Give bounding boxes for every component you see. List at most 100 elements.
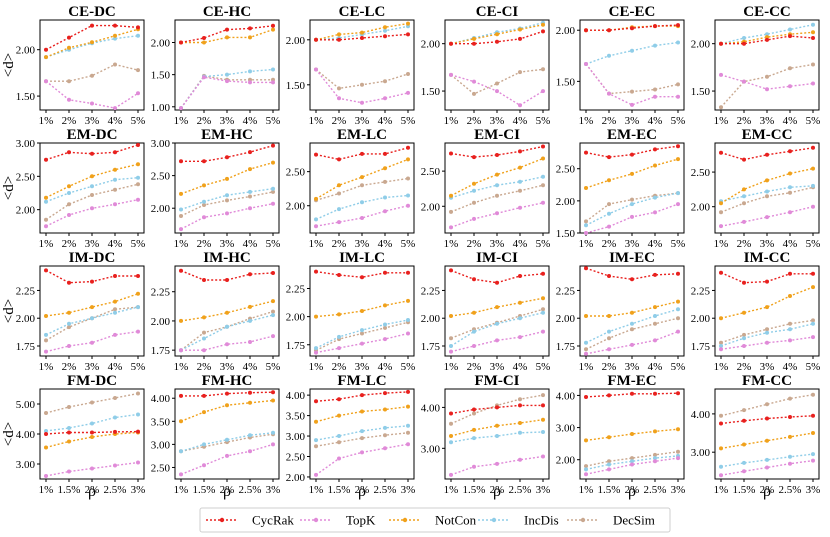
- data-point: [584, 467, 588, 472]
- x-axis-label: ρ: [358, 483, 366, 500]
- x-tick-label: 2%: [62, 361, 77, 373]
- data-point: [788, 294, 792, 298]
- series-line: [450, 184, 544, 213]
- data-point: [811, 145, 815, 150]
- x-tick-label: 1%: [39, 238, 54, 250]
- data-point: [136, 329, 140, 334]
- x-tick-label: 4%: [783, 238, 798, 250]
- data-point: [518, 300, 522, 305]
- data-point: [337, 312, 341, 317]
- data-point: [495, 305, 499, 310]
- x-tick-label: 1.5%: [193, 484, 216, 496]
- y-axis-labels: <d> <d> <d> <d>: [1, 53, 17, 446]
- data-point: [518, 335, 522, 340]
- series-incdis: [44, 305, 140, 337]
- data-point: [541, 144, 545, 149]
- data-point: [495, 423, 499, 428]
- panel-title: FM-CC: [742, 373, 792, 389]
- x-tick-label: 3%: [536, 484, 551, 496]
- series-decsim: [314, 430, 410, 449]
- x-tick-label: 4%: [108, 361, 123, 373]
- plot-frame: [444, 265, 550, 357]
- x-tick-label: 4%: [243, 361, 258, 373]
- panel-grid: CE-DC 1% 2% 3% 4% 5% 1.50 2.00 CE-HC 1% 2% 3% 4% 5% 1.…: [16, 4, 821, 496]
- data-point: [44, 195, 48, 200]
- data-point: [811, 335, 815, 340]
- data-point: [449, 434, 453, 438]
- data-point: [406, 430, 410, 435]
- data-point: [584, 219, 588, 224]
- data-point: [472, 91, 476, 96]
- plot-frame: [174, 19, 280, 111]
- x-tick-label: 3%: [760, 115, 775, 127]
- series-line: [720, 286, 814, 319]
- panel-title: EM-LC: [337, 127, 387, 143]
- x-tick-label: 5%: [401, 361, 416, 373]
- data-point: [67, 79, 71, 84]
- x-tick-label: 1%: [714, 238, 729, 250]
- data-point: [630, 102, 634, 107]
- y-tick-label: 2.50: [691, 167, 711, 179]
- series-decsim: [44, 391, 140, 415]
- data-point: [449, 209, 453, 214]
- data-point: [811, 30, 815, 35]
- series-topk: [719, 458, 815, 478]
- data-point: [360, 200, 364, 205]
- y-tick-label: 4.00: [691, 409, 711, 421]
- data-point: [383, 425, 387, 430]
- data-point: [676, 299, 680, 304]
- panel-em-hc: EM-HC 1% 2% 3% 4% 5% 2.00 2.50 3.00: [151, 127, 281, 250]
- data-point: [202, 40, 206, 45]
- data-point: [584, 347, 588, 352]
- data-point: [225, 155, 229, 160]
- data-point: [225, 437, 229, 442]
- data-point: [271, 313, 275, 318]
- data-point: [383, 446, 387, 451]
- x-tick-label: 4%: [243, 238, 258, 250]
- data-point: [676, 316, 680, 321]
- x-tick-label: 5%: [266, 238, 281, 250]
- data-point: [136, 429, 140, 434]
- data-point: [676, 202, 680, 207]
- data-point: [90, 40, 94, 45]
- series-line: [181, 391, 274, 397]
- y-tick-label: 2.00: [556, 25, 576, 37]
- data-point: [518, 36, 522, 41]
- series-line: [180, 203, 274, 230]
- panel-title: IM-HC: [203, 250, 251, 266]
- x-axis-label: ρ: [628, 483, 636, 500]
- data-point: [676, 23, 680, 28]
- data-point: [742, 157, 746, 162]
- data-point: [765, 194, 769, 199]
- series-incdis: [719, 452, 815, 469]
- data-point: [67, 191, 71, 195]
- y-tick-label: 2.25: [556, 285, 576, 297]
- data-point: [518, 205, 522, 210]
- data-point: [314, 314, 318, 319]
- y-tick-label: 2.25: [286, 284, 306, 296]
- x-tick-label: 2%: [467, 361, 482, 373]
- data-point: [383, 433, 387, 438]
- series-incdis: [449, 310, 545, 348]
- data-point: [179, 472, 183, 477]
- data-point: [383, 195, 387, 200]
- series-line: [585, 267, 679, 281]
- series-decsim: [44, 182, 140, 222]
- data-point: [179, 207, 183, 212]
- data-point: [179, 191, 183, 196]
- data-point: [742, 460, 746, 465]
- x-tick-label: 3%: [806, 484, 821, 496]
- data-point: [360, 409, 364, 414]
- data-point: [719, 473, 723, 478]
- data-point: [225, 35, 229, 40]
- data-point: [113, 150, 117, 155]
- data-point: [44, 432, 48, 436]
- data-point: [136, 182, 140, 187]
- series-line: [585, 192, 679, 226]
- data-point: [271, 67, 275, 72]
- data-point: [248, 340, 252, 344]
- x-tick-label: 2%: [332, 115, 347, 127]
- series-notcon: [179, 160, 275, 196]
- data-point: [90, 23, 94, 28]
- data-point: [495, 434, 499, 438]
